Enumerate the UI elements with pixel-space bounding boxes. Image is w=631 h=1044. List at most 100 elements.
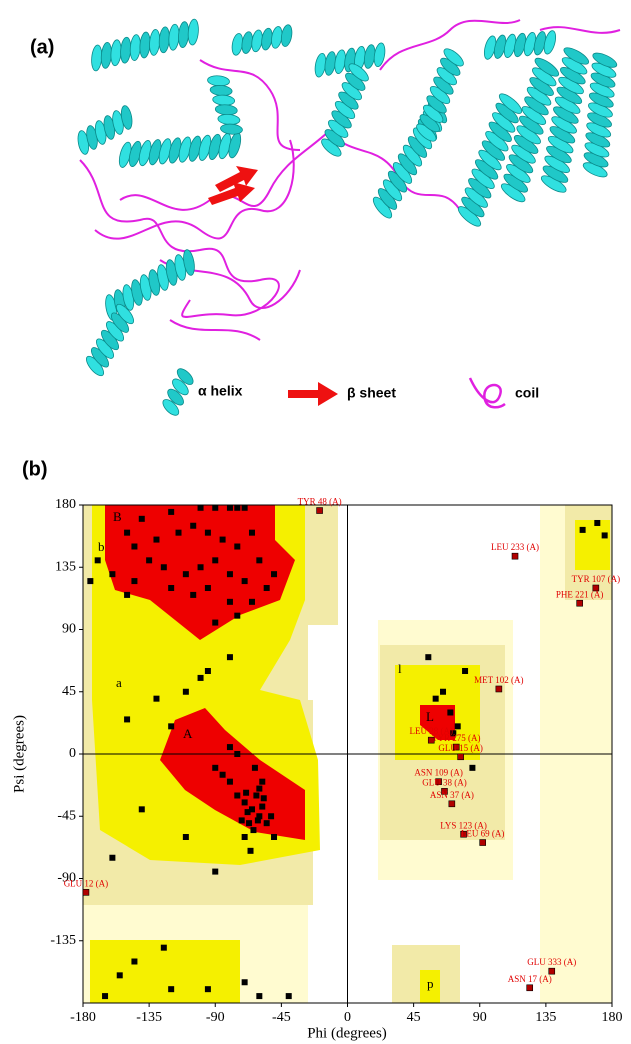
legend-label: coil <box>515 385 539 401</box>
residue-point <box>212 869 218 875</box>
residue-point <box>242 505 248 511</box>
residue-point <box>168 723 174 729</box>
outlier-label: TYR 107 (A) <box>572 574 621 584</box>
residue-point <box>246 820 252 826</box>
region-label: B <box>113 509 122 524</box>
helix-turn <box>207 75 230 87</box>
residue-point <box>190 592 196 598</box>
outlier-point <box>449 801 455 807</box>
x-axis-title: Phi (degrees) <box>307 1025 387 1041</box>
residue-point <box>153 696 159 702</box>
residue-point <box>255 817 261 823</box>
panel-label: (b) <box>22 458 48 480</box>
y-tick-label: -135 <box>50 933 76 948</box>
outlier-label: LEU 233 (A) <box>491 542 539 552</box>
legend-label: β sheet <box>347 385 396 401</box>
alpha-helix <box>84 16 205 74</box>
residue-point <box>256 557 262 563</box>
y-tick-label: 135 <box>55 559 76 574</box>
helix-icon <box>157 365 198 420</box>
outlier-label: GLU 15 (A) <box>438 743 483 753</box>
residue-point <box>242 578 248 584</box>
coil-icon <box>470 378 505 407</box>
helix-turn <box>217 114 240 126</box>
residue-point <box>234 751 240 757</box>
residue-point <box>102 993 108 999</box>
residue-point <box>198 564 204 570</box>
x-tick-label: 180 <box>602 1010 623 1025</box>
outlier-label: GLU 12 (A) <box>64 878 109 888</box>
sheet-icon <box>288 382 338 406</box>
residue-point <box>249 530 255 536</box>
region-disallowed <box>308 625 345 700</box>
residue-point <box>433 696 439 702</box>
residue-point <box>264 820 270 826</box>
outlier-point <box>512 553 518 559</box>
helix-turn <box>215 104 238 116</box>
y-axis-title: Psi (degrees) <box>11 715 27 793</box>
residue-point <box>153 537 159 543</box>
outlier-label: PHE 221 (A) <box>556 589 604 599</box>
residue-point <box>252 765 258 771</box>
residue-point <box>286 993 292 999</box>
y-tick-label: 0 <box>69 746 76 761</box>
y-tick-label: 180 <box>55 497 76 512</box>
outlier-label: GLU 38 (A) <box>422 777 467 787</box>
residue-point <box>87 578 93 584</box>
helix-turn <box>280 24 294 47</box>
outlier-label: TYR 48 (A) <box>298 497 342 507</box>
residue-point <box>227 571 233 577</box>
alpha-helix <box>205 70 246 141</box>
residue-point <box>242 799 248 805</box>
residue-point <box>256 993 262 999</box>
residue-point <box>440 689 446 695</box>
x-tick-label: 0 <box>344 1010 351 1025</box>
residue-point <box>168 509 174 515</box>
residue-point <box>212 765 218 771</box>
residue-point <box>259 779 265 785</box>
residue-point <box>249 599 255 605</box>
residue-point <box>227 505 233 511</box>
residue-point <box>227 744 233 750</box>
residue-point <box>245 809 251 815</box>
residue-point <box>109 571 115 577</box>
region-label: p <box>427 976 434 991</box>
residue-point <box>212 620 218 626</box>
residue-point <box>190 523 196 529</box>
residue-point <box>239 817 245 823</box>
alpha-helix <box>316 60 374 161</box>
region-label: b <box>98 539 105 554</box>
residue-point <box>234 505 240 511</box>
residue-point <box>139 806 145 812</box>
residue-point <box>268 813 274 819</box>
figure: (a) (b) α helix β sheet coil <box>0 0 631 1044</box>
residue-point <box>455 723 461 729</box>
residue-point <box>205 668 211 674</box>
x-tick-label: 90 <box>473 1010 487 1025</box>
helix-turn <box>220 123 243 135</box>
residue-point <box>168 585 174 591</box>
residue-point <box>95 557 101 563</box>
residue-point <box>124 716 130 722</box>
alpha-helix <box>96 246 204 324</box>
residue-point <box>161 564 167 570</box>
outlier-label: TYR 275 (A) <box>432 733 481 743</box>
residue-point <box>212 557 218 563</box>
y-tick-label: -45 <box>57 808 76 823</box>
region-label: A <box>183 726 193 741</box>
residue-point <box>256 786 262 792</box>
residue-point <box>271 834 277 840</box>
outlier-label: ASN 17 (A) <box>508 974 552 984</box>
residue-point <box>198 505 204 511</box>
outlier-point <box>317 508 323 514</box>
residue-point <box>580 527 586 533</box>
residue-point <box>183 571 189 577</box>
alpha-helix <box>480 29 560 62</box>
residue-point <box>220 772 226 778</box>
helix-turn <box>187 19 199 46</box>
y-tick-label: 45 <box>62 684 76 699</box>
residue-point <box>146 557 152 563</box>
outlier-point <box>458 754 464 760</box>
legend: α helix β sheet coil <box>157 365 539 420</box>
residue-point <box>264 585 270 591</box>
